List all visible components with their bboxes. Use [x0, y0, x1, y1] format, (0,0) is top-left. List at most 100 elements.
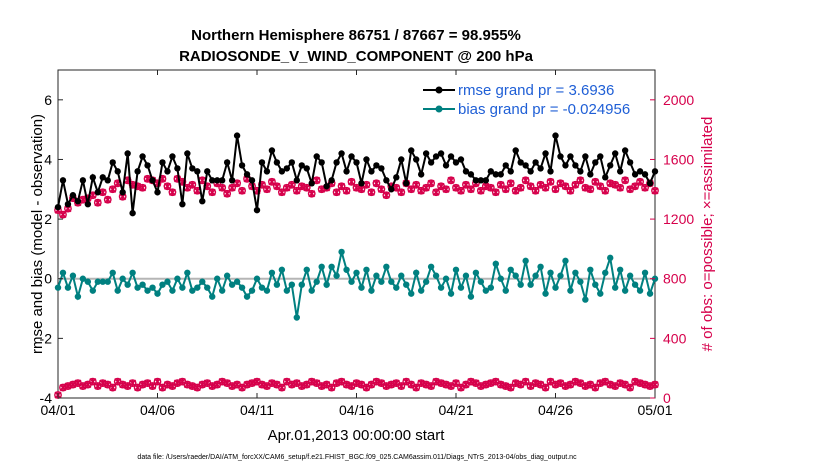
bias-point — [582, 296, 589, 303]
obs-assimilated-point — [338, 378, 346, 386]
bias-point — [328, 263, 335, 270]
y-right-tick-label: 1600 — [663, 151, 694, 167]
rmse-point — [104, 177, 111, 184]
bias-point — [562, 257, 569, 265]
obs-assimilated-point — [402, 378, 410, 386]
bias-point — [318, 263, 325, 270]
obs-assimilated-point — [437, 379, 445, 387]
obs-assimilated-point — [517, 380, 525, 389]
rmse-point — [631, 171, 639, 178]
bias-point — [348, 278, 355, 285]
obs-assimilated-point — [283, 184, 291, 192]
x-tick-label: 05/01 — [637, 402, 672, 418]
rmse-point — [557, 153, 564, 160]
bias-point — [293, 314, 300, 321]
rmse-point — [353, 159, 360, 166]
rmse-point — [74, 198, 82, 205]
obs-assimilated-point — [487, 379, 495, 387]
bias-point — [626, 272, 634, 279]
rmse-point — [462, 168, 470, 175]
y-right-tick-label: 2000 — [663, 92, 694, 108]
bias-point — [273, 281, 281, 288]
bias-point — [413, 269, 420, 276]
rmse-point — [582, 153, 589, 160]
bias-point — [616, 266, 624, 273]
rmse-point — [228, 177, 236, 184]
rmse-point — [587, 171, 594, 178]
obs-assimilated-point — [566, 187, 574, 195]
bias-point — [243, 293, 251, 300]
bias-point — [204, 284, 211, 291]
legend-rmse-marker — [435, 86, 443, 94]
bias-point — [373, 272, 380, 279]
rmse-point — [651, 168, 659, 175]
bias-point — [308, 287, 315, 294]
y-axis-right-ticks: 0 400 800 1200 1600 2000 — [650, 92, 694, 406]
y-left-tick-label: 2 — [44, 211, 52, 227]
bias-point — [552, 284, 559, 291]
bias-point — [497, 275, 504, 282]
obs-lower-series — [54, 377, 659, 399]
bias-point — [164, 278, 171, 285]
rmse-point — [179, 200, 186, 208]
bias-point — [502, 287, 509, 294]
y-axis-right-label: # of obs: o=possible; ×=assimilated — [699, 117, 716, 352]
rmse-point — [333, 159, 340, 166]
obs-assimilated-point — [178, 378, 186, 386]
rmse-point — [313, 153, 320, 160]
rmse-point — [413, 156, 420, 163]
obs-assimilated-point — [283, 378, 291, 386]
rmse-point — [194, 168, 201, 175]
bias-point — [383, 263, 390, 270]
rmse-point — [298, 162, 305, 169]
rmse-point — [522, 162, 529, 169]
legend-rmse-label: rmse grand pr = 3.6936 — [458, 82, 614, 99]
rmse-point — [641, 171, 649, 178]
rmse-point — [214, 177, 221, 184]
obs-assimilated-point — [611, 181, 619, 189]
rmse-point — [408, 147, 415, 154]
rmse-point — [318, 159, 325, 166]
obs-assimilated-point — [99, 379, 107, 387]
bias-point — [452, 266, 460, 273]
rmse-point — [542, 150, 549, 157]
obs-assimilated-point — [626, 185, 634, 193]
bias-point — [323, 281, 330, 288]
obs-assimilated-point — [357, 380, 366, 389]
obs-assimilated-point — [69, 380, 77, 389]
rmse-point — [169, 153, 176, 160]
bias-point — [621, 287, 629, 294]
obs-assimilated-point — [218, 378, 226, 386]
rmse-point — [398, 156, 405, 163]
bias-point — [587, 266, 594, 273]
obs-assimilated-point — [611, 382, 619, 390]
bias-point — [313, 278, 320, 285]
plot-area — [57, 69, 656, 399]
bias-point — [298, 281, 305, 288]
rmse-point — [527, 168, 534, 175]
obs-assimilated-point — [119, 380, 127, 389]
bias-point — [238, 284, 246, 291]
rmse-point — [303, 165, 310, 172]
obs-assimilated-point — [258, 380, 266, 389]
rmse-point — [119, 189, 126, 196]
obs-assimilated-point — [109, 185, 117, 193]
obs-assimilated-point — [208, 382, 216, 390]
bias-point — [557, 272, 564, 279]
obs-assimilated-point — [566, 380, 574, 389]
obs-assimilated-point — [507, 179, 515, 187]
rmse-point — [84, 200, 92, 208]
bias-point — [358, 284, 365, 291]
obs-assimilated-point — [293, 379, 301, 387]
bias-point — [393, 284, 400, 291]
rmse-point — [89, 174, 97, 181]
rmse-point — [607, 162, 614, 169]
y-left-tick-label: -4 — [40, 390, 53, 406]
obs-assimilated-point — [74, 379, 82, 387]
obs-assimilated-point — [288, 181, 296, 189]
obs-assimilated-point — [168, 382, 176, 390]
obs-assimilated-point — [372, 179, 380, 187]
chart-subtitle: RADIOSONDE_V_WIND_COMPONENT @ 200 hPa — [179, 48, 534, 65]
rmse-point — [288, 159, 296, 166]
obs-assimilated-point — [457, 187, 465, 195]
